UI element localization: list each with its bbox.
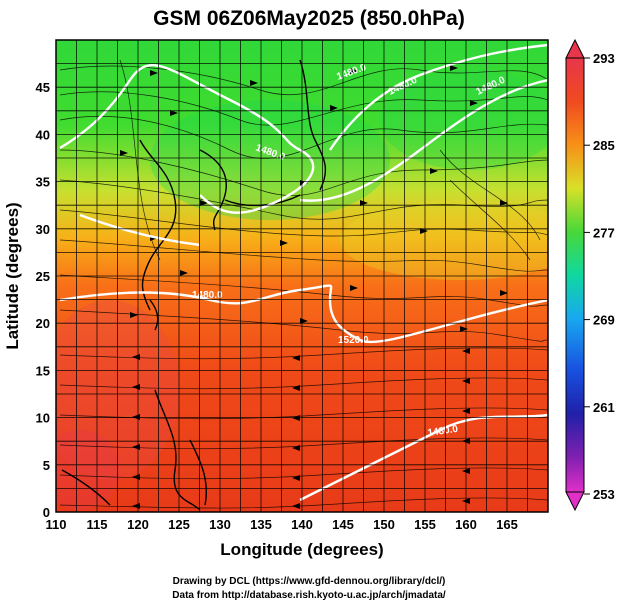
y-tick-label: 25 xyxy=(36,269,50,284)
y-tick-label: 35 xyxy=(36,175,50,190)
credit-line-1: Drawing by DCL (https://www.gfd-dennou.o… xyxy=(173,576,446,587)
y-tick-label: 15 xyxy=(36,363,50,378)
colorbar-tick-label: 277 xyxy=(593,225,615,240)
x-tick-label: 125 xyxy=(168,517,190,532)
y-tick-label: 0 xyxy=(43,505,50,520)
colorbar-tick-label: 253 xyxy=(593,487,615,502)
x-tick-label: 140 xyxy=(291,517,313,532)
x-tick-label: 160 xyxy=(455,517,477,532)
y-tick-label: 20 xyxy=(36,316,50,331)
colorbar-tick-label: 261 xyxy=(593,400,615,415)
grid xyxy=(55,39,549,513)
y-axis-label: Latitude (degrees) xyxy=(3,202,22,349)
plot-frame xyxy=(55,39,549,513)
x-tick-label: 110 xyxy=(46,517,67,532)
contour-label: 1480.0 xyxy=(427,424,459,439)
x-tick-label: 145 xyxy=(332,517,354,532)
coastlines xyxy=(61,59,327,511)
chart-title: GSM 06Z06May2025 (850.0hPa) xyxy=(153,7,465,30)
colorbar-tick-label: 293 xyxy=(593,51,615,66)
colorbar-tick-label: 269 xyxy=(593,313,615,328)
x-tick-label: 130 xyxy=(209,517,231,532)
y-tick-label: 30 xyxy=(36,222,50,237)
contour-label: 1520.0 xyxy=(338,335,369,346)
x-tick-label: 150 xyxy=(373,517,395,532)
colorbar: 293 285 277 269 261 253 xyxy=(565,38,615,512)
y-tick-label: 40 xyxy=(36,127,50,142)
height-contours xyxy=(59,43,548,502)
x-tick-label: 120 xyxy=(127,517,149,532)
x-tick-label: 115 xyxy=(87,517,108,532)
x-tick-label: 155 xyxy=(414,517,436,532)
x-axis-ticks: 110 115 120 125 130 135 140 145 150 155 160 165 xyxy=(46,517,518,532)
credit-line-2: Data from http://database.rish.kyoto-u.a… xyxy=(172,590,446,601)
x-tick-label: 135 xyxy=(250,517,272,532)
y-tick-label: 45 xyxy=(36,80,50,95)
x-tick-label: 165 xyxy=(496,517,518,532)
y-axis-ticks: 45 40 35 30 25 20 15 10 5 0 xyxy=(36,80,50,520)
x-axis-label: Longitude (degrees) xyxy=(220,540,383,559)
contour-label: 1480.0 xyxy=(192,290,223,301)
colorbar-tick-label: 285 xyxy=(593,138,615,153)
y-tick-label: 5 xyxy=(43,458,50,473)
y-tick-label: 10 xyxy=(36,411,50,426)
